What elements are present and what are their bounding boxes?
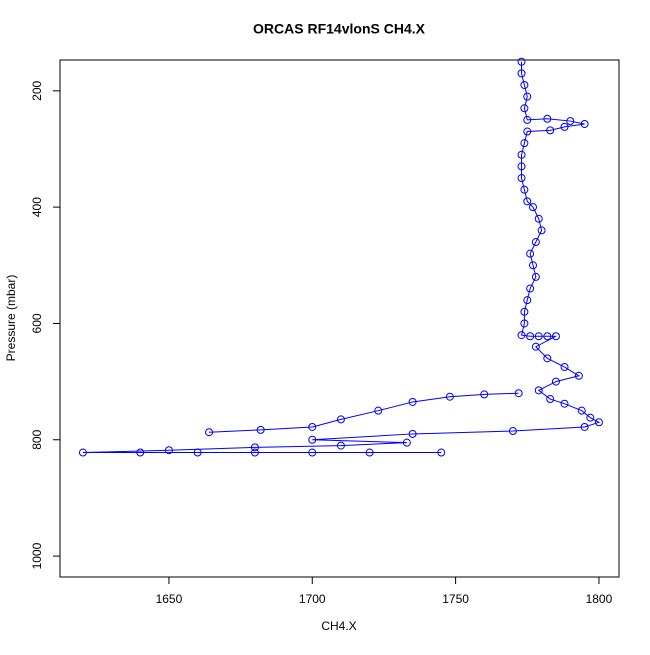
y-tick-label: 400 (30, 197, 44, 217)
point (529, 261, 537, 270)
point (534, 214, 543, 223)
point (574, 371, 583, 380)
point (526, 249, 535, 258)
point (402, 438, 411, 447)
point (523, 115, 532, 124)
point (537, 226, 546, 235)
point (517, 331, 526, 340)
y-tick-label: 1000 (30, 542, 44, 569)
x-tick-label: 1800 (586, 592, 613, 606)
point (523, 296, 532, 305)
point (508, 427, 517, 436)
point (551, 377, 560, 386)
chart-title: ORCAS RF14vlonS CH4.X (253, 21, 426, 37)
point (531, 238, 540, 247)
point (517, 174, 526, 183)
x-tick-label: 1700 (299, 592, 326, 606)
point (78, 448, 87, 457)
point (514, 389, 523, 398)
point (480, 390, 489, 399)
series-line (82, 61, 601, 454)
point (580, 119, 589, 128)
point (560, 122, 569, 131)
point (164, 446, 173, 455)
point (136, 448, 145, 457)
point (531, 342, 540, 351)
point (586, 413, 595, 422)
point (560, 399, 569, 408)
point (205, 428, 214, 437)
point (526, 332, 535, 341)
y-tick-label: 800 (30, 429, 44, 449)
point (308, 448, 317, 457)
point (534, 386, 543, 395)
point (520, 104, 529, 113)
point (594, 418, 603, 427)
point (437, 448, 446, 457)
y-tick-label: 200 (30, 80, 44, 100)
plot-frame (59, 59, 620, 578)
point (577, 406, 586, 415)
point (529, 203, 537, 212)
x-axis-label: CH4.X (321, 619, 356, 633)
point (336, 415, 345, 424)
point (365, 448, 374, 457)
x-tick-label: 1650 (156, 592, 183, 606)
point (408, 429, 417, 438)
point (580, 422, 589, 431)
point (193, 448, 202, 457)
point (543, 114, 552, 123)
point (408, 397, 417, 406)
point (523, 197, 532, 206)
point (517, 162, 526, 171)
point (308, 435, 317, 444)
point (336, 441, 345, 450)
point (531, 272, 540, 281)
point (517, 57, 526, 66)
point (517, 150, 526, 159)
point (543, 332, 552, 341)
point (543, 354, 552, 363)
point (526, 284, 535, 293)
y-tick-label: 600 (30, 313, 44, 333)
point (250, 443, 259, 452)
point (308, 422, 317, 431)
point (517, 69, 526, 78)
point (250, 448, 259, 457)
point (256, 425, 265, 434)
point (520, 307, 529, 316)
point (534, 332, 543, 341)
point (523, 127, 532, 136)
point (520, 139, 529, 148)
point (520, 81, 529, 90)
y-axis-label: Pressure (mbar) (4, 275, 18, 362)
x-tick-label: 1750 (442, 592, 469, 606)
point (546, 395, 555, 404)
point (520, 185, 529, 194)
point (546, 126, 555, 135)
point (551, 332, 560, 341)
point (374, 406, 383, 415)
point (560, 363, 569, 372)
point (566, 117, 575, 126)
point (523, 92, 532, 101)
point (520, 319, 529, 328)
point (445, 392, 454, 401)
